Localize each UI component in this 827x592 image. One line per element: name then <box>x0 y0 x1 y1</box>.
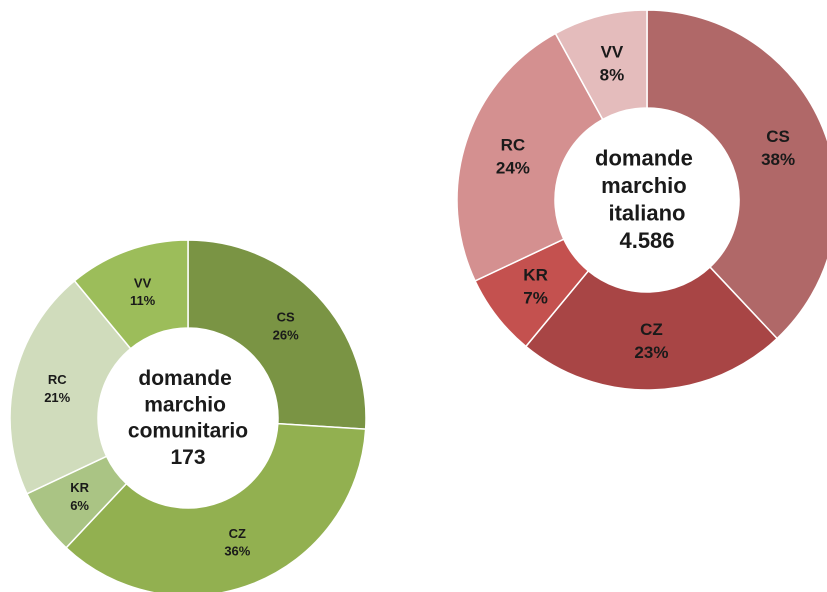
slice-category: VV <box>601 42 624 61</box>
slice-category: CZ <box>640 320 663 339</box>
slice-label: 36% <box>224 544 250 559</box>
center-title: domande marchio italiano <box>595 146 699 226</box>
slice-category: CS <box>277 310 295 325</box>
slice-label: 21% <box>44 390 70 405</box>
slice-label: 38% <box>761 150 795 169</box>
slice-label: 6% <box>70 498 89 513</box>
donut-hole <box>98 328 278 508</box>
center-total: 173 <box>170 446 205 469</box>
slice-category: VV <box>134 275 152 290</box>
slice-label: 24% <box>496 158 530 177</box>
donut-hole <box>555 108 739 292</box>
slice-label: 7% <box>523 288 548 307</box>
slice-label: 26% <box>273 327 299 342</box>
slice-category: RC <box>48 372 67 387</box>
slice-category: KR <box>523 265 548 284</box>
slice-category: KR <box>70 480 89 495</box>
slice-label: 11% <box>130 293 156 308</box>
slice-category: RC <box>501 135 526 154</box>
slice-label: 8% <box>600 65 625 84</box>
center-title: domande marchio comunitario <box>128 367 248 443</box>
slice-category: CZ <box>229 526 246 541</box>
slice-label: 23% <box>634 343 668 362</box>
center-total: 4.586 <box>619 228 674 253</box>
slice-category: CS <box>766 127 790 146</box>
